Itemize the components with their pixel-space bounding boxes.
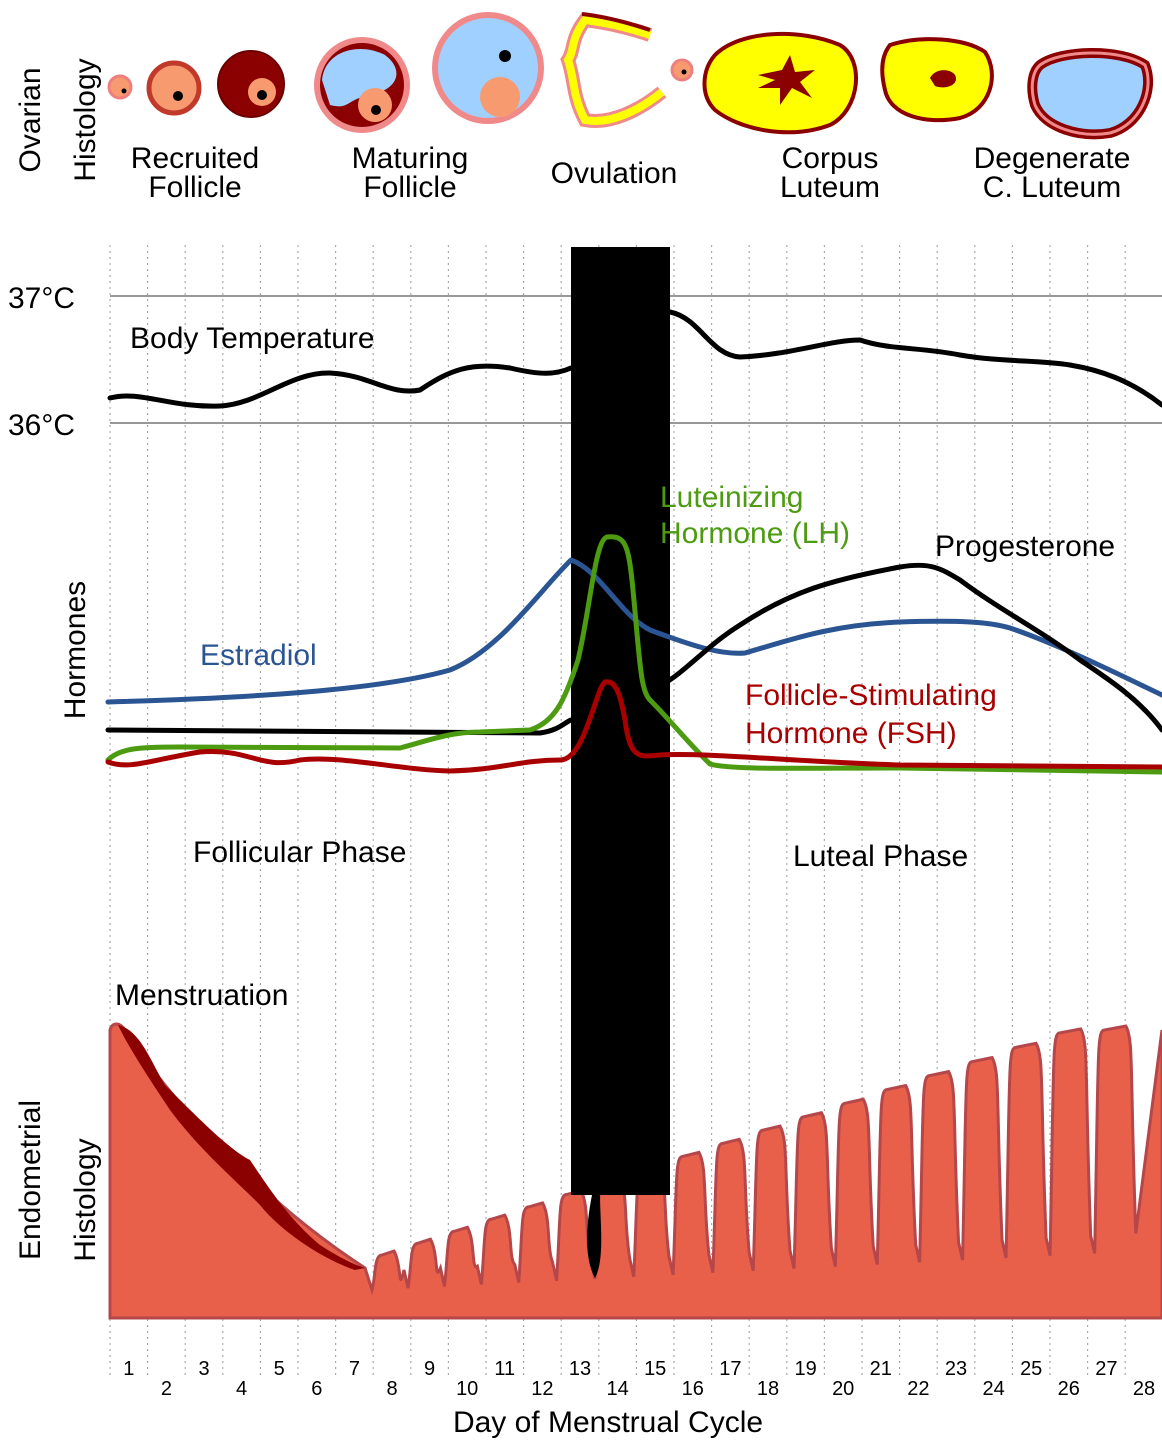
row-label: Histology [69, 58, 102, 181]
day-label: 26 [1058, 1378, 1080, 1400]
stage-label: Luteum [780, 171, 880, 204]
day-label: 9 [424, 1358, 435, 1380]
day-label: 20 [832, 1378, 854, 1400]
row-label: Histology [69, 1138, 102, 1261]
menstrual-cycle-diagram: Ovarian Histology Recruited Follicle Mat… [0, 0, 1162, 1445]
stage-label: Follicle [148, 171, 241, 204]
lh-label: Luteinizing [660, 481, 803, 514]
x-axis-label: Day of Menstrual Cycle [453, 1406, 763, 1439]
temp-label: Body Temperature [130, 322, 375, 355]
day-label: 21 [870, 1358, 892, 1380]
phase-label: Luteal Phase [793, 840, 968, 873]
progesterone-label: Progesterone [935, 530, 1115, 563]
fsh-label: Follicle-Stimulating [745, 679, 997, 712]
day-label: 7 [349, 1358, 360, 1380]
ovulation-band [571, 247, 670, 1195]
day-label: 14 [606, 1378, 628, 1400]
day-label: 10 [456, 1378, 478, 1400]
day-label: 6 [311, 1378, 322, 1400]
day-label: 17 [719, 1358, 741, 1380]
hormones-label: Hormones [59, 581, 92, 719]
day-label: 4 [236, 1378, 247, 1400]
day-label: 13 [569, 1358, 591, 1380]
row-label: Endometrial [14, 1100, 47, 1260]
day-label: 27 [1095, 1358, 1117, 1380]
day-label: 2 [161, 1378, 172, 1400]
day-labels: 1234567891011121314151617181920212223242… [123, 1358, 1155, 1400]
day-label: 16 [682, 1378, 704, 1400]
day-label: 25 [1020, 1358, 1042, 1380]
temp-tick: 36°C [8, 409, 75, 442]
fsh-label: Hormone (FSH) [745, 717, 957, 750]
day-label: 19 [794, 1358, 816, 1380]
day-label: 22 [907, 1378, 929, 1400]
stage-label: C. Luteum [983, 171, 1121, 204]
day-label: 28 [1133, 1378, 1155, 1400]
day-label: 11 [494, 1358, 515, 1380]
day-label: 12 [531, 1378, 553, 1400]
estradiol-label: Estradiol [200, 639, 317, 672]
day-label: 23 [945, 1358, 967, 1380]
row-label: Ovarian [14, 67, 47, 172]
menstruation-label: Menstruation [115, 979, 288, 1012]
day-label: 1 [123, 1358, 134, 1380]
day-label: 18 [757, 1378, 779, 1400]
lh-label: Hormone (LH) [660, 517, 850, 550]
day-label: 5 [274, 1358, 285, 1380]
phase-label: Follicular Phase [193, 836, 406, 869]
day-label: 15 [644, 1358, 666, 1380]
stage-label: Ovulation [551, 157, 678, 190]
day-label: 3 [198, 1358, 209, 1380]
day-label: 24 [982, 1378, 1004, 1400]
ovarian-icons [109, 14, 1148, 134]
day-label: 8 [386, 1378, 397, 1400]
temp-tick: 37°C [8, 282, 75, 315]
stage-label: Follicle [363, 171, 456, 204]
